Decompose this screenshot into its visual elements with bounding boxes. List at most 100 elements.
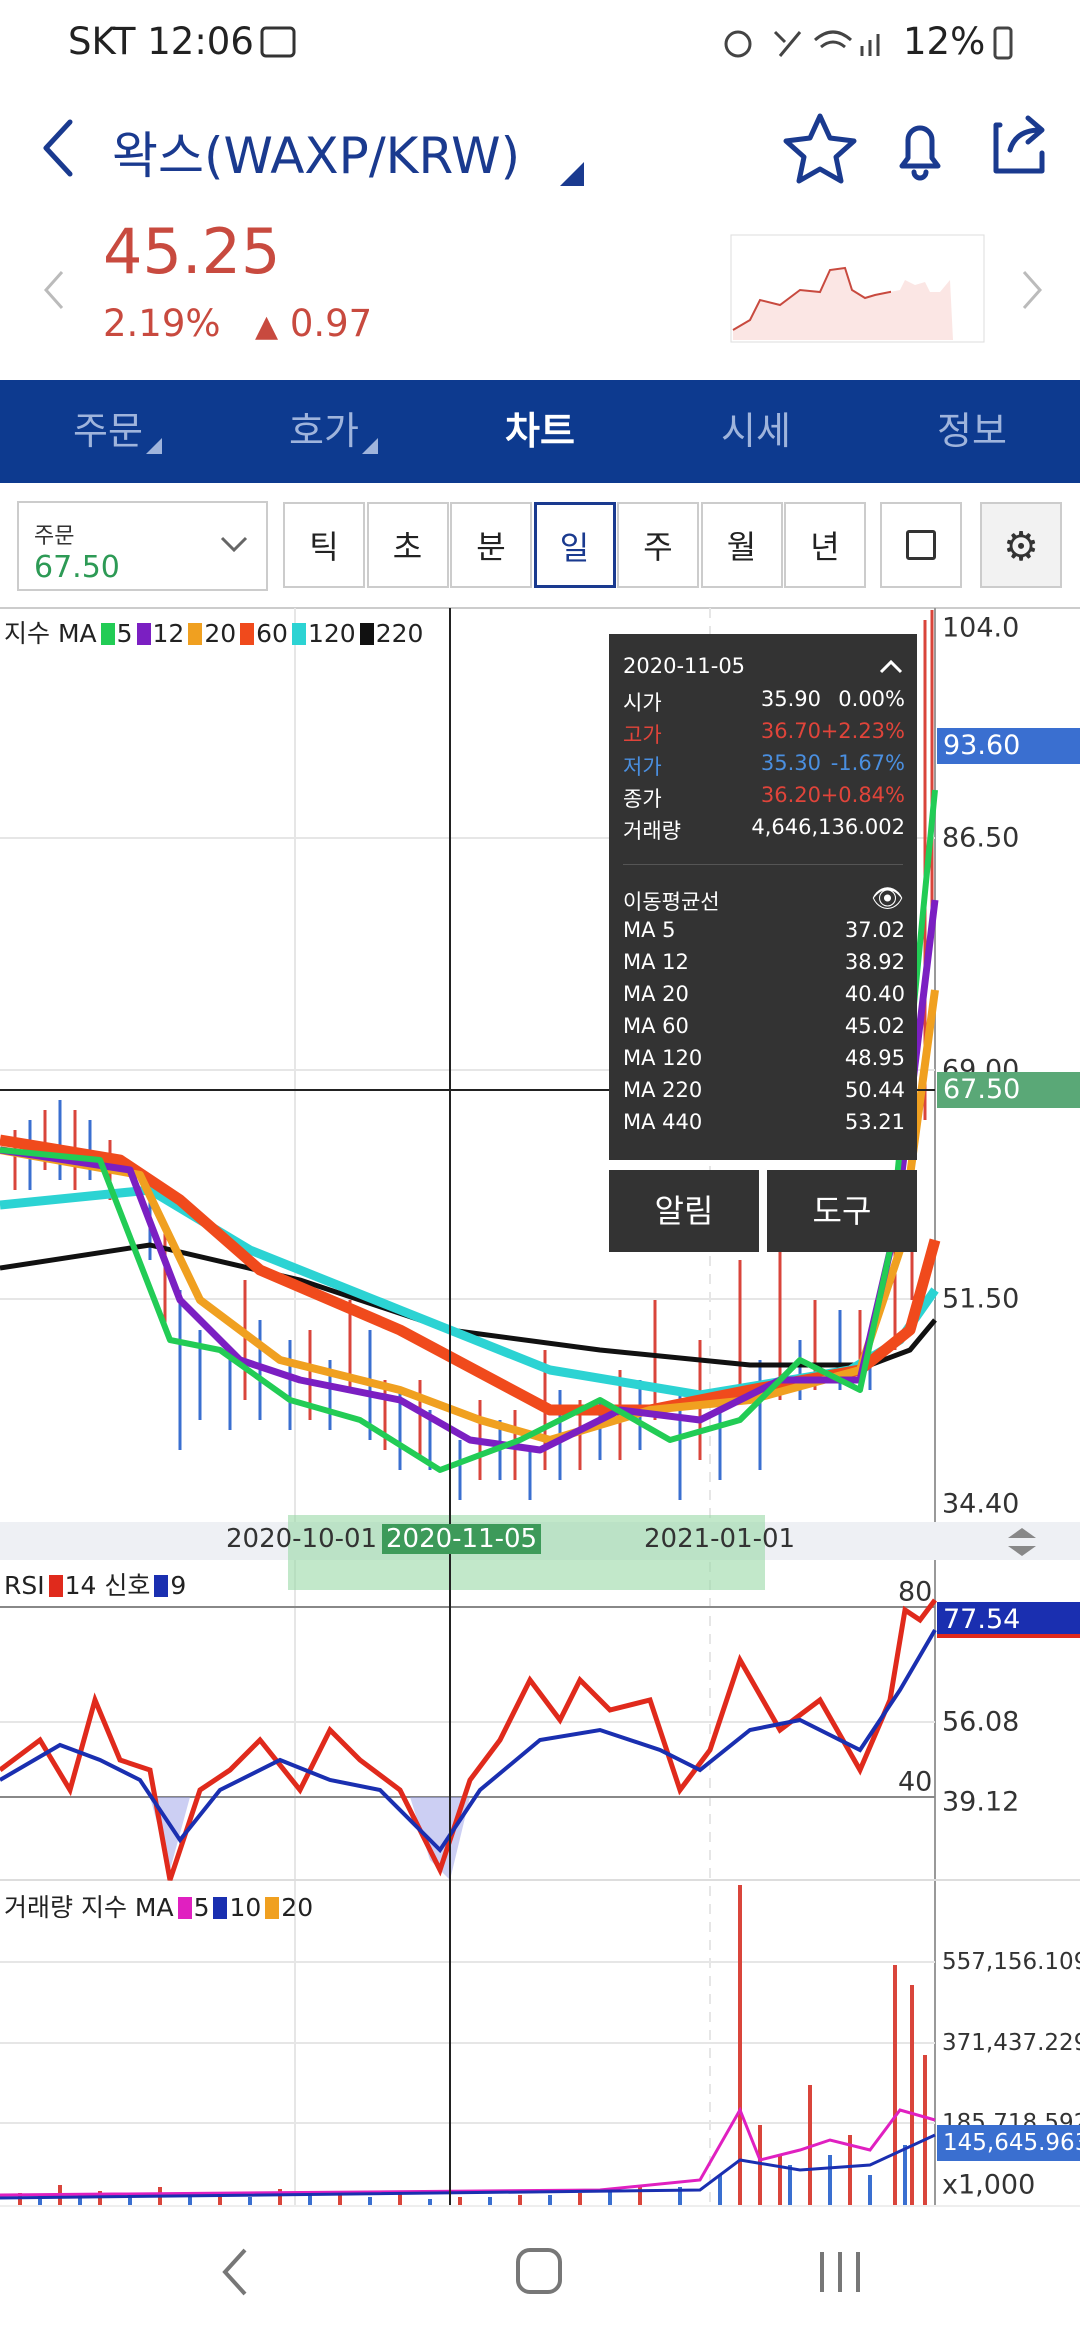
volume-unit: x1,000 xyxy=(942,2169,1036,2201)
period-button[interactable]: 틱 xyxy=(283,502,365,588)
rsi-period: 14 xyxy=(64,1571,97,1600)
row-label: 저가 xyxy=(623,755,662,779)
ma-period: 60 xyxy=(256,619,288,648)
order-label: 주문 xyxy=(34,524,75,549)
y-label: 86.50 xyxy=(942,822,1020,854)
ma-period: 20 xyxy=(281,1893,314,1922)
rsi-signal-line xyxy=(0,1628,937,1854)
period-button[interactable]: 초 xyxy=(366,502,449,588)
y-label: 51.50 xyxy=(942,1283,1020,1315)
settings-button[interactable]: ⚙ xyxy=(980,502,1062,588)
ma-value: 45.02 xyxy=(844,1014,905,1038)
price-nav-arrows xyxy=(43,271,1043,309)
dropdown-triangle xyxy=(560,162,584,186)
order-value[interactable]: 67.50 xyxy=(34,550,120,585)
tooltip-date: 2020-11-05 xyxy=(623,654,746,678)
ma-label: MA 5 xyxy=(623,918,676,942)
rsi-line xyxy=(0,1598,937,1881)
ma-label: MA 60 xyxy=(623,1014,689,1038)
tooltip-divider xyxy=(623,864,903,865)
period-button[interactable]: 분 xyxy=(450,502,532,588)
ma-value: 53.21 xyxy=(844,1110,905,1134)
row-label: 종가 xyxy=(623,787,662,811)
swatch xyxy=(188,623,203,645)
volume-badge: 145,645.963 xyxy=(937,2125,1080,2161)
ma-legend: 지수 MA 5 12 20 60 120 220 xyxy=(4,614,423,650)
rsi-legend: RSI 14 신호 9 xyxy=(4,1566,186,1602)
tab-label: 시세 xyxy=(721,409,791,453)
volume-bars xyxy=(38,2145,907,2205)
period-button[interactable]: 주 xyxy=(617,502,699,588)
volume-y-label: 371,437.229 xyxy=(942,2030,1080,2056)
tab[interactable]: 주문 xyxy=(0,380,216,483)
period-button[interactable]: 년 xyxy=(784,502,866,588)
row-change: +2.23% xyxy=(820,719,905,743)
tooltip-button[interactable]: 도구 xyxy=(767,1170,917,1252)
swatch xyxy=(136,623,151,645)
tab-label: 호가 xyxy=(289,409,359,453)
tab[interactable]: 정보 xyxy=(864,380,1080,483)
date-label: 2020-10-01 xyxy=(226,1524,378,1554)
tab[interactable]: 호가 xyxy=(216,380,432,483)
rsi-level-low: 40 xyxy=(898,1766,933,1798)
battery: 12% xyxy=(903,20,986,63)
gallery-icon xyxy=(260,26,296,58)
ma-value: 40.40 xyxy=(844,982,905,1006)
row-value: 36.70 xyxy=(760,719,821,743)
status-icons xyxy=(724,26,1013,60)
volume-label: 거래량 xyxy=(623,819,681,843)
swatch xyxy=(359,623,374,645)
change-amount: ▲ 0.97 xyxy=(255,302,372,345)
swatch xyxy=(100,623,115,645)
rsi-level-high: 80 xyxy=(898,1576,933,1608)
y-label: 104.0 xyxy=(942,612,1020,644)
ma-value: 38.92 xyxy=(844,950,905,974)
ma-title: 이동평균선 xyxy=(623,890,720,914)
ma-period: 5 xyxy=(193,1893,210,1922)
volume-legend: 거래량 지수 MA 5 10 20 xyxy=(4,1888,313,1924)
legend-title: 거래량 지수 MA xyxy=(4,1893,174,1922)
row-change: 0.00% xyxy=(838,687,905,711)
pair-title[interactable]: 왁스(WAXP/KRW) xyxy=(112,127,521,185)
nav-icons xyxy=(222,2248,860,2296)
change-pct: 2.19% xyxy=(103,302,221,345)
swatch xyxy=(177,1897,192,1919)
row-change: +0.84% xyxy=(820,783,905,807)
price: 45.25 xyxy=(103,215,281,288)
tab-label: 정보 xyxy=(937,409,1007,453)
layout-button[interactable] xyxy=(880,502,962,588)
tab-indicator xyxy=(146,438,162,454)
eye-icon[interactable]: 👁 xyxy=(871,884,905,914)
carrier-time: SKT 12:06 xyxy=(68,20,254,63)
ma-value: 50.44 xyxy=(844,1078,905,1102)
ma-period: 5 xyxy=(116,619,133,648)
ma-label: MA 220 xyxy=(623,1078,703,1102)
period-button[interactable]: 월 xyxy=(700,502,783,588)
row-label: 시가 xyxy=(623,691,662,715)
nav-divider xyxy=(0,2205,1080,2207)
volume-bars xyxy=(18,1885,927,2205)
swatch xyxy=(48,1575,63,1597)
ma-label: MA 20 xyxy=(623,982,689,1006)
legend-title: RSI xyxy=(4,1571,45,1600)
row-value: 35.30 xyxy=(760,751,821,775)
volume-value: 4,646,136.002 xyxy=(751,815,905,839)
tooltip-button[interactable]: 알림 xyxy=(609,1170,759,1252)
tab[interactable]: 차트 xyxy=(432,380,648,483)
mini-chart-area xyxy=(733,268,953,340)
ma-period: 10 xyxy=(229,1893,262,1922)
ma-label: MA 12 xyxy=(623,950,689,974)
tab[interactable]: 시세 xyxy=(648,380,864,483)
rsi-y-label: 56.08 xyxy=(942,1706,1020,1738)
ma-label: MA 440 xyxy=(623,1110,703,1134)
collapse-icon[interactable] xyxy=(877,656,905,676)
volume-ma xyxy=(0,2106,936,2197)
period-button[interactable]: 일 xyxy=(533,502,616,588)
ma-period: 220 xyxy=(375,619,424,648)
ma-label: MA 120 xyxy=(623,1046,703,1070)
ma-period: 12 xyxy=(152,619,185,648)
row-value: 36.20 xyxy=(760,783,821,807)
rsi-badge: 77.54 xyxy=(937,1602,1080,1638)
